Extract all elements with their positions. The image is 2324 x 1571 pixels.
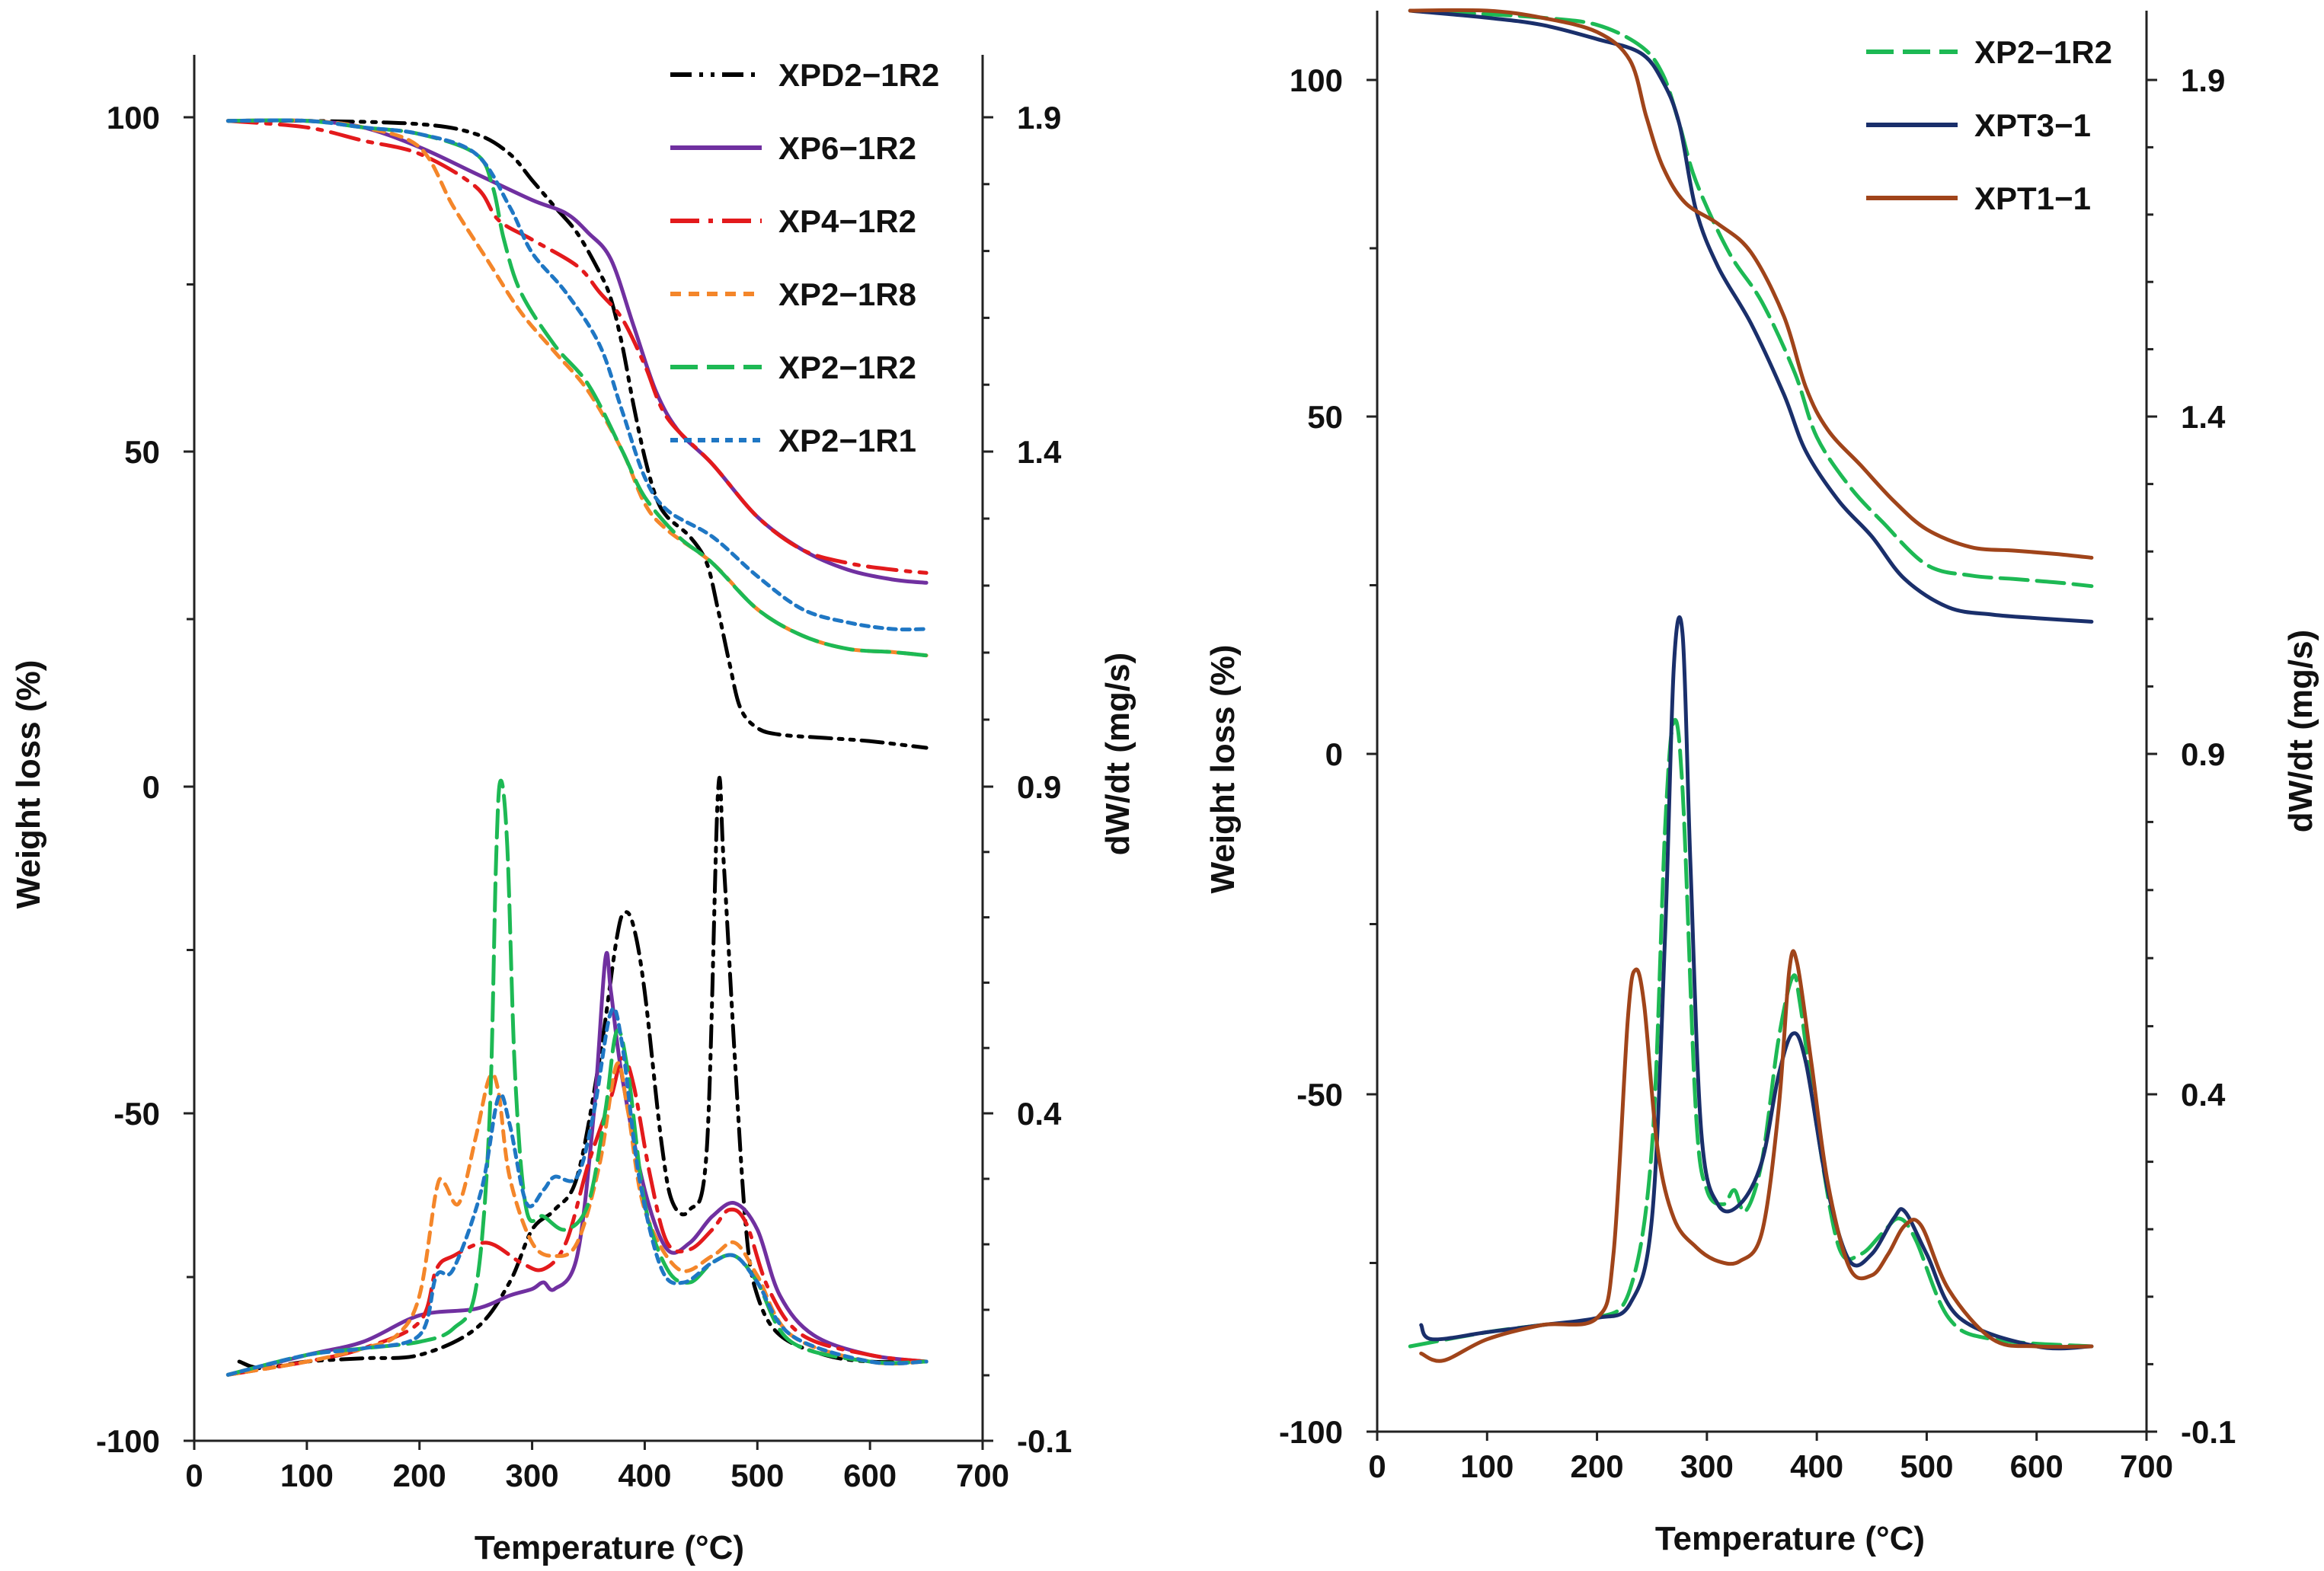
y2-tick-label: 0.9 bbox=[1017, 769, 1061, 805]
series-dtg-xp6-1r2 bbox=[225, 950, 929, 1377]
chart-left-lines bbox=[225, 118, 929, 1377]
chart-right-legend: XP2−1R2 XPT3−1 XPT1−1 bbox=[1866, 34, 2112, 216]
x-tick-label: 300 bbox=[506, 1458, 559, 1493]
y-tick-label: 50 bbox=[124, 434, 160, 470]
y2-tick-label: 1.4 bbox=[2181, 399, 2226, 435]
y-tick-label: 100 bbox=[107, 100, 160, 136]
x-tick-label: 400 bbox=[618, 1458, 671, 1493]
chart-left-ylabel: Weight loss (%) bbox=[10, 660, 47, 909]
x-tick-label: 200 bbox=[393, 1458, 446, 1493]
y-tick-label: -100 bbox=[96, 1423, 160, 1459]
y-tick-label: -100 bbox=[1279, 1414, 1343, 1450]
y-tick-label: 0 bbox=[142, 769, 160, 805]
series-dtg-xp2-1r2 bbox=[225, 778, 929, 1377]
series-tga-xp2-1r1 bbox=[225, 118, 929, 632]
chart-right-xlabel: Temperature (°C) bbox=[1655, 1520, 1925, 1557]
x-tick-label: 600 bbox=[2010, 1448, 2063, 1484]
chart-left: 0 100 200 300 400 500 600 700100500-50-1001.91.… bbox=[10, 55, 1136, 1566]
x-tick-label: 100 bbox=[280, 1458, 334, 1493]
series-dtg-xp2-1r1 bbox=[225, 1006, 929, 1377]
y2-tick-label: 0.4 bbox=[2181, 1077, 2226, 1113]
legend-label-xp4-1r2: XP4−1R2 bbox=[778, 203, 916, 239]
series-dtg-xp2-1r2 bbox=[1408, 717, 2094, 1349]
x-tick-label: 700 bbox=[956, 1458, 1009, 1493]
series-dtg-xpd2-1r2 bbox=[237, 776, 929, 1371]
legend-label-xp2-1r2: XP2−1R2 bbox=[1974, 34, 2112, 70]
x-tick-label: 500 bbox=[1900, 1448, 1953, 1484]
legend-label-xp6-1r2: XP6−1R2 bbox=[778, 130, 916, 166]
legend-label-xp2-1r8: XP2−1R8 bbox=[778, 276, 916, 312]
series-tga-xp2-1r2 bbox=[225, 118, 929, 658]
chart-left-legend: XPD2−1R2 XP6−1R2 XP4−1R2 XP2−1R8 XP2−1R2 XP2−… bbox=[670, 57, 939, 458]
series-tga-xpd2-1r2 bbox=[225, 118, 929, 750]
chart-right-ylabel: Weight loss (%) bbox=[1204, 645, 1242, 894]
legend-label-xpt1-1: XPT1−1 bbox=[1974, 180, 2091, 216]
y-tick-label: -50 bbox=[113, 1096, 160, 1132]
legend-label-xp2-1r2: XP2−1R2 bbox=[778, 350, 916, 385]
y2-tick-label: -0.1 bbox=[1017, 1423, 1072, 1459]
legend-label-xpd2-1r2: XPD2−1R2 bbox=[778, 57, 939, 93]
series-dtg-xp4-1r2 bbox=[225, 1055, 929, 1377]
x-tick-label: 100 bbox=[1460, 1448, 1514, 1484]
y2-tick-label: 1.4 bbox=[1017, 434, 1062, 470]
series-dtg-xp2-1r8 bbox=[225, 1061, 929, 1377]
legend-label-xpt3-1: XPT3−1 bbox=[1974, 107, 2091, 143]
y-tick-label: 0 bbox=[1325, 736, 1343, 772]
chart-right-lines bbox=[1408, 8, 2094, 1363]
series-tga-xp6-1r2 bbox=[225, 118, 929, 585]
series-tga-xpt1-1 bbox=[1408, 8, 2094, 560]
series-dtg-xpt3-1 bbox=[1419, 615, 2094, 1351]
series-dtg-xpt1-1 bbox=[1419, 949, 2094, 1363]
x-tick-label: 700 bbox=[2120, 1448, 2173, 1484]
x-tick-label: 0 bbox=[1368, 1448, 1386, 1484]
chart-right-axes: 0 100 200 300 400 500 600 700100500-50-1001.91.… bbox=[1279, 11, 2236, 1484]
y-tick-label: 50 bbox=[1307, 399, 1343, 435]
x-tick-label: 600 bbox=[843, 1458, 897, 1493]
chart-left-xlabel: Temperature (°C) bbox=[475, 1529, 744, 1566]
chart-left-axes: 0 100 200 300 400 500 600 700100500-50-1001.91.… bbox=[96, 55, 1072, 1493]
y-tick-label: 100 bbox=[1290, 62, 1343, 98]
series-tga-xpt3-1 bbox=[1408, 8, 2094, 624]
legend-label-xp2-1r1: XP2−1R1 bbox=[778, 423, 916, 458]
y2-tick-label: 1.9 bbox=[1017, 100, 1061, 136]
series-tga-xp2-1r8 bbox=[225, 118, 929, 658]
chart-left-y2label: dW/dt (mg/s) bbox=[1099, 653, 1136, 855]
y2-tick-label: 0.4 bbox=[1017, 1096, 1062, 1132]
chart-right-y2label: dW/dt (mg/s) bbox=[2282, 630, 2319, 832]
y2-tick-label: 1.9 bbox=[2181, 62, 2225, 98]
y2-tick-label: 0.9 bbox=[2181, 736, 2225, 772]
x-tick-label: 0 bbox=[185, 1458, 203, 1493]
y-tick-label: -50 bbox=[1296, 1077, 1343, 1113]
x-tick-label: 400 bbox=[1790, 1448, 1843, 1484]
chart-right: 0 100 200 300 400 500 600 700100500-50-1001.91.… bbox=[1204, 8, 2319, 1557]
series-tga-xp2-1r2 bbox=[1408, 8, 2094, 589]
x-tick-label: 200 bbox=[1571, 1448, 1624, 1484]
x-tick-label: 500 bbox=[730, 1458, 784, 1493]
series-tga-xp4-1r2 bbox=[225, 119, 929, 575]
y2-tick-label: -0.1 bbox=[2181, 1414, 2236, 1450]
x-tick-label: 300 bbox=[1680, 1448, 1734, 1484]
